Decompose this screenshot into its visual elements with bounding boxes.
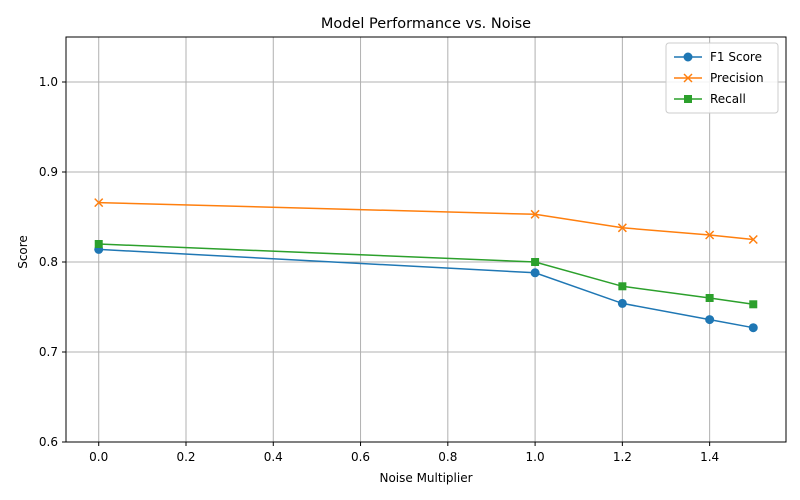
data-point-precision [617,223,627,233]
data-point-recall [749,300,758,309]
legend-item-precision: Precision [674,71,764,85]
data-point-precision [94,198,104,208]
series-precision [94,198,758,245]
data-point-recall [531,258,540,266]
y-tick-label: 1.0 [39,75,58,89]
data-point-precision [530,209,540,219]
data-point-f1-score [617,298,627,308]
x-tick-label: 0.4 [264,450,283,464]
data-point-f1-score [705,315,715,325]
legend-marker [683,52,693,62]
legend-box [665,42,779,114]
x-axis-ticks: 0.0 0.2 0.4 0.6 0.8 1.0 1.2 1.4 [89,442,719,464]
series-recall [94,240,758,309]
x-tick-label: 1.2 [613,450,632,464]
y-axis-ticks: 0.6 0.7 0.8 0.9 1.0 [39,75,66,449]
y-tick-label: 0.7 [39,345,58,359]
x-tick-label: 0.8 [438,450,457,464]
x-tick-label: 0.2 [176,450,195,464]
legend-marker [683,73,693,83]
y-tick-label: 0.9 [39,165,58,179]
plot-frame [65,36,787,443]
data-point-f1-score [530,268,540,278]
chart-title: Model Performance vs. Noise [321,16,531,32]
data-point-f1-score [748,323,758,333]
data-point-precision [705,230,715,240]
y-axis-label: Score [16,235,30,269]
series-layer [94,198,758,333]
x-tick-label: 0.6 [351,450,370,464]
data-point-precision [748,234,758,245]
x-tick-label: 1.4 [700,450,719,464]
legend-item-recall: Recall [674,92,746,106]
legend-marker [684,95,692,103]
y-tick-label: 0.6 [39,435,58,449]
x-tick-label: 1.0 [526,450,545,464]
data-point-recall [618,282,627,291]
x-tick-label: 0.0 [89,450,108,464]
legend-item-f1-score: F1 Score [674,50,762,64]
legend-label: Precision [710,71,764,85]
legend-label: F1 Score [710,50,762,64]
x-axis-label: Noise Multiplier [379,471,472,485]
y-tick-label: 0.8 [39,255,58,269]
data-point-recall [705,294,714,302]
legend-label: Recall [710,92,746,106]
data-point-recall [94,240,103,248]
legend: F1 Score Precision Recall [665,42,779,114]
